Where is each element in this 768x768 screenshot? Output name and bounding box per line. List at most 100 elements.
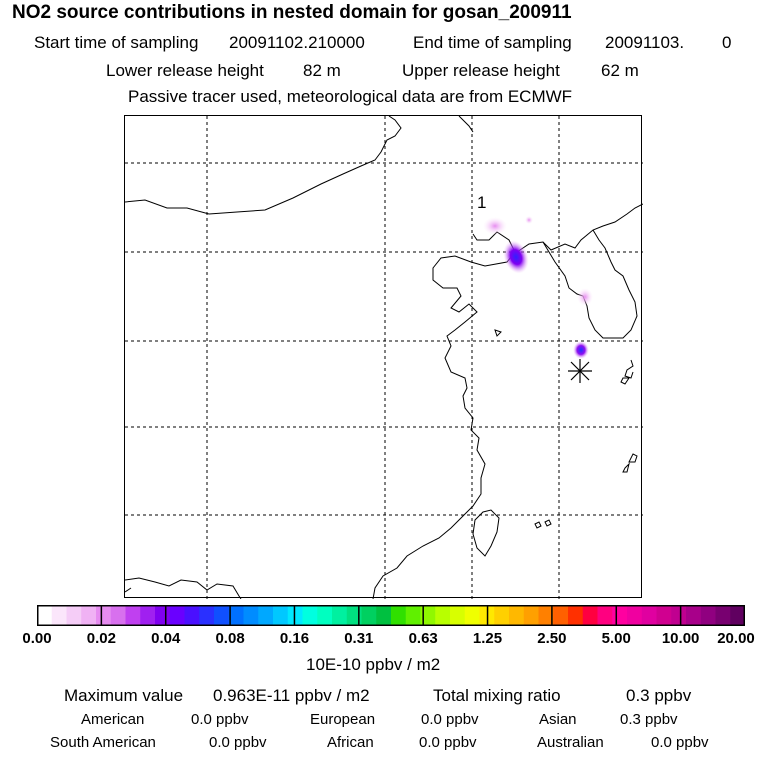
colorbar-swatch <box>627 605 643 626</box>
colorbar-swatch <box>81 605 97 626</box>
plume-low <box>525 216 533 224</box>
colorbar-swatch <box>66 605 82 626</box>
colorbar-swatch <box>317 605 333 626</box>
colorbar-unit: 10E-10 ppbv / m2 <box>306 655 441 674</box>
colorbar-swatch <box>582 605 598 626</box>
lower-height-label: Lower release height <box>106 61 264 80</box>
colorbar-tick-label: 20.00 <box>717 630 755 647</box>
colorbar-swatch <box>110 605 126 626</box>
start-time-label: Start time of sampling <box>34 33 199 52</box>
colorbar-swatch <box>538 605 554 626</box>
region-name: South American <box>50 734 156 751</box>
taiwan-island <box>472 509 500 557</box>
end-time-label: End time of sampling <box>413 33 572 52</box>
colorbar-swatch <box>435 605 451 626</box>
source-marker-label: 1 <box>477 193 486 212</box>
region-value: 0.0 ppbv <box>419 734 477 751</box>
colorbar-swatch <box>228 605 244 626</box>
plume-high <box>503 240 529 274</box>
colorbar-tick-label: 0.31 <box>344 630 374 647</box>
colorbar-swatch <box>125 605 141 626</box>
region-value: 0.0 ppbv <box>209 734 267 751</box>
colorbar-swatch <box>597 605 613 626</box>
total-mixing-value: 0.3 ppbv <box>626 686 692 705</box>
colorbar-swatch <box>568 605 584 626</box>
upper-height-label: Upper release height <box>402 61 560 80</box>
lower-height-value: 82 m <box>303 61 341 80</box>
colorbar-swatch <box>169 605 185 626</box>
colorbar-swatch <box>656 605 672 626</box>
end-time-value: 20091103. <box>605 33 685 52</box>
colorbar-tick-label: 0.16 <box>279 630 310 647</box>
colorbar-tick-label: 2.50 <box>537 630 567 647</box>
colorbar-swatch <box>287 605 303 626</box>
upper-height-value: 62 m <box>601 61 639 80</box>
colorbar-tick-label: 5.00 <box>601 630 631 647</box>
receptor-asterisk <box>568 359 592 383</box>
border-line <box>125 116 402 215</box>
colorbar-swatch <box>553 605 569 626</box>
colorbar-swatch <box>346 605 362 626</box>
colorbar-tick-label: 0.00 <box>22 630 52 647</box>
region-value: 0.0 ppbv <box>421 711 479 728</box>
figure-title: NO2 source contributions in nested domai… <box>12 2 572 23</box>
colorbar-swatch <box>273 605 289 626</box>
colorbar-swatch <box>671 605 687 626</box>
plume-high <box>573 341 589 359</box>
colorbar-swatch <box>184 605 200 626</box>
region-value: 0.0 ppbv <box>191 711 249 728</box>
colorbar-tick-label: 0.04 <box>151 630 181 647</box>
region-name: European <box>310 711 376 728</box>
colorbar-swatch <box>450 605 466 626</box>
colorbar-swatch <box>686 605 702 626</box>
region-name: African <box>327 734 374 751</box>
colorbar <box>37 605 745 626</box>
colorbar-swatch <box>420 605 436 626</box>
map-panel: 1 <box>124 115 643 599</box>
map-canvas: 1 <box>125 116 643 599</box>
colorbar-swatch <box>391 605 407 626</box>
region-name: Asian <box>539 711 577 728</box>
end-time-hour: 0 <box>722 33 732 52</box>
region-value: 0.0 ppbv <box>651 734 709 751</box>
colorbar-swatch <box>51 605 67 626</box>
colorbar-swatch <box>376 605 392 626</box>
tracer-note: Passive tracer used, meteorological data… <box>128 87 573 106</box>
colorbar-swatch <box>700 605 716 626</box>
colorbar-swatch <box>96 605 112 626</box>
colorbar-swatch <box>641 605 657 626</box>
colorbar-tick-label: 1.25 <box>472 630 503 647</box>
colorbar-swatch <box>405 605 421 626</box>
colorbar-tick-label: 0.63 <box>408 630 438 647</box>
colorbar-swatch <box>612 605 628 626</box>
colorbar-tick-label: 0.02 <box>86 630 116 647</box>
colorbar-border <box>37 605 745 626</box>
colorbar-swatch <box>715 605 731 626</box>
coastlines <box>125 116 643 599</box>
colorbar-tick-label: 10.00 <box>661 630 700 647</box>
colorbar-swatch <box>302 605 318 626</box>
grid-lines <box>125 116 643 599</box>
max-value-label: Maximum value <box>64 686 184 705</box>
colorbar-swatch <box>140 605 156 626</box>
plume-low <box>483 217 507 235</box>
colorbar-swatch <box>37 605 53 626</box>
colorbar-swatch <box>464 605 480 626</box>
colorbar-swatch <box>730 605 745 626</box>
plume-low <box>577 288 593 306</box>
colorbar-tick-label: 0.08 <box>215 630 245 647</box>
colorbar-swatch <box>199 605 215 626</box>
colorbar-swatch <box>332 605 348 626</box>
region-name: Australian <box>537 734 604 751</box>
region-value: 0.3 ppbv <box>620 711 678 728</box>
colorbar-swatch <box>155 605 171 626</box>
colorbar-swatch <box>243 605 259 626</box>
colorbar-swatch <box>523 605 539 626</box>
colorbar-swatch <box>494 605 510 626</box>
max-value: 0.963E-11 ppbv / m2 <box>213 686 370 705</box>
start-time-value: 20091102.210000 <box>229 33 365 52</box>
region-name: American <box>81 711 145 728</box>
border-line <box>516 203 643 253</box>
colorbar-swatch <box>361 605 377 626</box>
total-mixing-label: Total mixing ratio <box>433 686 561 705</box>
